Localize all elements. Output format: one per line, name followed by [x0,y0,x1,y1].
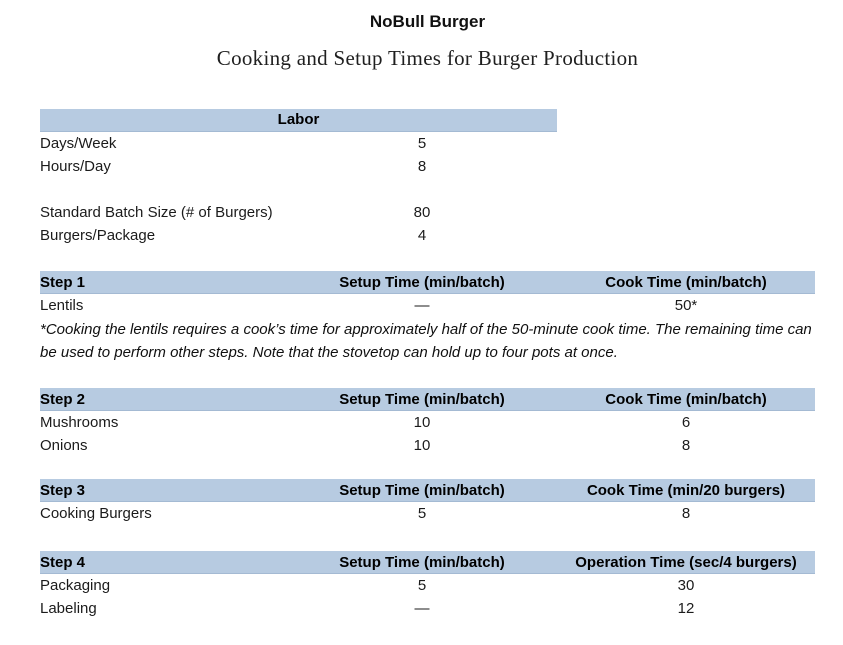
table-row: Labeling — 12 [40,597,815,620]
setup-time-value: 5 [417,505,427,522]
setup-time-column-header: Setup Time (min/batch) [339,553,505,571]
setup-time-column-header: Setup Time (min/batch) [339,390,505,408]
setup-time-value: 5 [417,577,427,594]
operation-time-column-header: Operation Time (sec/4 burgers) [575,553,797,571]
table-row: Mushrooms 10 6 [40,411,815,434]
setup-time-value: — [414,297,430,314]
table-row: Cooking Burgers 5 8 [40,502,815,525]
row-label: Cooking Burgers [40,505,152,522]
setup-time-column-header: Setup Time (min/batch) [339,273,505,291]
step4-table-header: Step 4 Setup Time (min/batch) Operation … [40,551,815,574]
page-subtitle: Cooking and Setup Times for Burger Produ… [216,46,639,70]
page-title: NoBull Burger [369,12,486,31]
step-name: Step 1 [40,273,86,291]
cook-time-column-header: Cook Time (min/20 burgers) [586,481,786,499]
step2-table-header: Step 2 Setup Time (min/batch) Cook Time … [40,388,815,411]
step2-table: Step 2 Setup Time (min/batch) Cook Time … [40,388,815,457]
table-row: Onions 10 8 [40,434,815,457]
row-value: 4 [417,227,427,244]
row-value: 5 [417,135,427,152]
setup-time-value: 10 [413,437,431,454]
operation-time-value: 12 [677,600,695,617]
step-name: Step 4 [40,553,86,571]
table-row: Lentils — 50* [40,294,815,317]
step1-table-header: Step 1 Setup Time (min/batch) Cook Time … [40,271,815,294]
setup-time-value: — [414,600,430,617]
row-label: Burgers/Package [40,227,156,244]
row-label: Days/Week [40,135,117,152]
step4-table: Step 4 Setup Time (min/batch) Operation … [40,551,815,620]
cook-time-value: 8 [681,437,691,454]
step1-table: Step 1 Setup Time (min/batch) Cook Time … [40,271,815,364]
cook-time-value: 50* [674,297,698,314]
cook-time-column-header: Cook Time (min/batch) [605,390,767,408]
table-row: Standard Batch Size (# of Burgers) 80 [40,201,815,224]
row-value: 8 [417,158,427,175]
lentils-footnote: *Cooking the lentils requires a cook’s t… [40,321,812,361]
document-content: NoBull Burger Cooking and Setup Times fo… [40,0,815,620]
row-label: Labeling [40,600,97,617]
row-label: Standard Batch Size (# of Burgers) [40,204,273,221]
row-label: Packaging [40,577,111,594]
table-row: Days/Week 5 [40,132,815,155]
table-row: Packaging 5 30 [40,574,815,597]
setup-time-column-header: Setup Time (min/batch) [339,481,505,499]
row-label: Onions [40,437,88,454]
row-value: 80 [413,204,431,221]
table-row: Burgers/Package 4 [40,224,815,247]
step3-table-header: Step 3 Setup Time (min/batch) Cook Time … [40,479,815,502]
cook-time-column-header: Cook Time (min/batch) [605,273,767,291]
step3-table: Step 3 Setup Time (min/batch) Cook Time … [40,479,815,525]
table-row-blank [40,178,815,201]
row-label: Hours/Day [40,158,111,175]
operation-time-value: 30 [677,577,695,594]
setup-time-value: 10 [413,414,431,431]
labor-table: Labor Days/Week 5 Hours/Day 8 Standard B… [40,109,815,247]
row-label: Mushrooms [40,414,119,431]
row-label: Lentils [40,297,84,314]
table-row: Hours/Day 8 [40,155,815,178]
cook-time-value: 6 [681,414,691,431]
labor-table-header: Labor [40,109,557,132]
cook-time-value: 8 [681,505,691,522]
step-name: Step 3 [40,481,86,499]
step-name: Step 2 [40,390,86,408]
